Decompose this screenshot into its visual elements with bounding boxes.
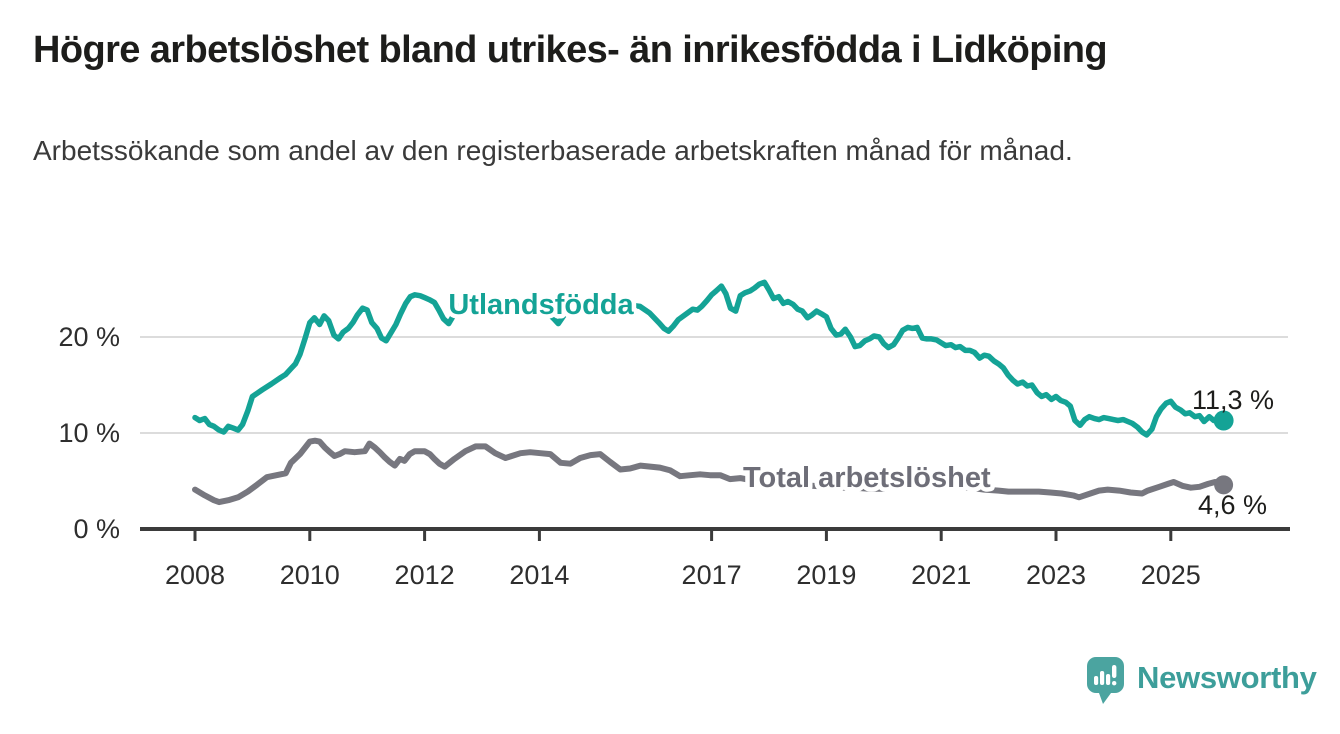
series-end-dot xyxy=(1213,410,1234,431)
y-tick-label: 0 % xyxy=(73,514,120,544)
series-line-utlandsfodda xyxy=(192,279,1227,438)
newsworthy-logo: Newsworthy xyxy=(1087,657,1317,707)
series-end-value-label: 11,3 % xyxy=(1192,385,1274,415)
y-tick-label: 10 % xyxy=(58,418,120,448)
x-tick-label: 2010 xyxy=(280,560,340,590)
x-tick-label: 2012 xyxy=(395,560,455,590)
series-line-total xyxy=(192,437,1227,506)
x-tick-label: 2023 xyxy=(1026,560,1086,590)
newsworthy-logo-text: Newsworthy xyxy=(1137,660,1317,695)
x-tick-label: 2008 xyxy=(165,560,225,590)
x-tick-label: 2017 xyxy=(682,560,742,590)
y-tick-label: 20 % xyxy=(58,322,120,352)
x-tick-label: 2025 xyxy=(1141,560,1201,590)
series-end-value-label: 4,6 % xyxy=(1198,490,1267,520)
series-end-dot xyxy=(1214,475,1234,495)
x-tick-label: 2019 xyxy=(796,560,856,590)
series-label: Utlandsfödda xyxy=(448,289,634,321)
chart-subtitle: Arbetssökande som andel av den registerb… xyxy=(33,135,1073,166)
series-label: Total arbetslöshet xyxy=(743,462,991,494)
newsworthy-bubble-chart-icon xyxy=(1087,657,1124,704)
x-tick-label: 2014 xyxy=(509,560,569,590)
x-tick-label: 2021 xyxy=(911,560,971,590)
chart-title: Högre arbetslöshet bland utrikes- än inr… xyxy=(33,29,1108,71)
